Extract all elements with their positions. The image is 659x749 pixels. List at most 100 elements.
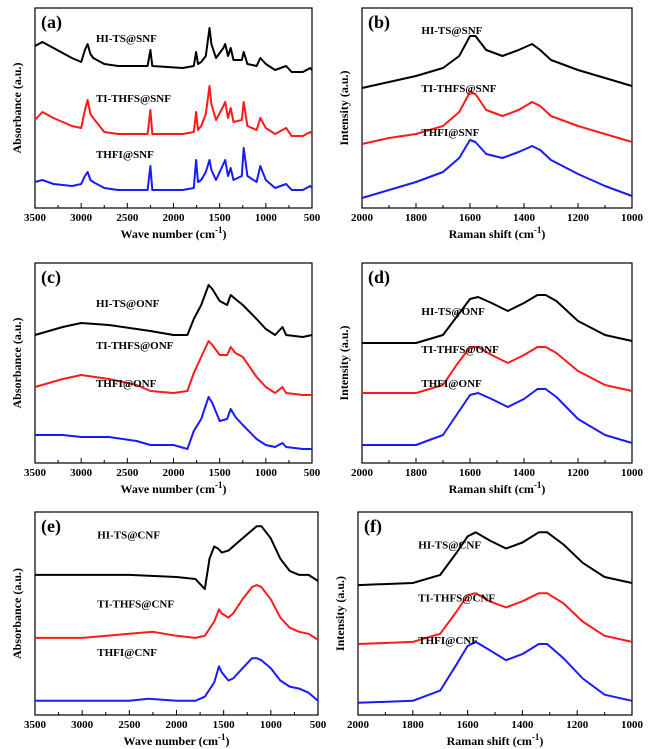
series-label-hi-ts-onf: HI-TS@ONF <box>421 306 485 318</box>
x-tick-label: 1600 <box>459 212 482 224</box>
x-tick-label: 1800 <box>405 212 428 224</box>
series-label-ti-thfs-onf: TI-THFS@ONF <box>421 344 499 356</box>
x-axis-unit: (cm <box>196 482 215 496</box>
x-axis-unit-close: ) <box>222 227 226 241</box>
series-label-thfi-cnf: THFI@CNF <box>97 647 157 659</box>
x-tick-label: 1200 <box>567 212 590 224</box>
y-axis-label: Absorbance (a.u.) <box>10 62 24 153</box>
x-tick-label: 1200 <box>566 719 589 731</box>
x-axis-unit-exponent: -1 <box>532 732 540 742</box>
series-label-ti-thfs-snf: TI-THFS@SNF <box>96 93 171 105</box>
y-axis-label: Intensity (a.u.) <box>337 325 351 400</box>
x-tick-label: 2000 <box>163 467 186 479</box>
panel-label: (c) <box>41 267 61 288</box>
panel-label: (d) <box>368 267 390 288</box>
x-axis-label-text: Wave number <box>121 227 196 241</box>
x-axis-label-text: Raman shift <box>449 227 515 241</box>
y-axis-label: Absorbance (a.u.) <box>10 317 24 408</box>
series-label-ti-thfs-cnf: TI-THFS@CNF <box>97 598 174 610</box>
x-tick-label: 2000 <box>163 212 186 224</box>
series-line-ti-thfs-snf <box>361 91 633 145</box>
x-tick-label: 1200 <box>567 467 590 479</box>
x-axis-unit: (cm <box>199 734 218 748</box>
x-tick-label: 1000 <box>621 719 644 731</box>
x-axis-label: Wave number (cm-1) <box>121 225 227 241</box>
series-line-ti-thfs-cnf <box>35 584 319 641</box>
x-axis-unit-exponent: -1 <box>215 225 223 235</box>
panel-f: 2000 1800 1600 1400 1200 1000 Raman shift (cm-… <box>333 511 644 748</box>
plot-frame <box>34 511 319 716</box>
series-label-thfi-snf: THFI@SNF <box>96 149 154 161</box>
x-axis-label: Raman shift (cm-1) <box>447 732 544 748</box>
x-tick-label: 2500 <box>116 467 139 479</box>
x-tick-label: 1600 <box>459 467 482 479</box>
series-label-thfi-cnf: THFI@CNF <box>418 635 478 647</box>
x-tick-label: 1600 <box>457 719 480 731</box>
x-tick-label: 1000 <box>255 467 278 479</box>
series-line-thfi-snf <box>361 139 633 199</box>
series-line-hi-ts-snf <box>361 35 633 89</box>
y-axis-label: Intensity (a.u.) <box>333 576 347 651</box>
x-tick-label: 1400 <box>513 212 536 224</box>
x-axis-unit-close: ) <box>541 482 545 496</box>
x-axis-unit-exponent: -1 <box>218 732 226 742</box>
x-axis-unit: (cm <box>513 734 532 748</box>
x-tick-label: 2000 <box>351 467 374 479</box>
plot-frame <box>361 262 633 464</box>
x-tick-label: 500 <box>304 212 321 224</box>
x-axis-label: Wave number (cm-1) <box>124 732 230 748</box>
x-tick-label: 3000 <box>71 719 94 731</box>
panel-a: 3500 3000 2500 2000 1500 1000 500 Wave number (… <box>10 7 321 241</box>
x-axis-unit-close: ) <box>539 734 543 748</box>
series-label-hi-ts-snf: HI-TS@SNF <box>421 25 482 37</box>
plot-frame <box>34 262 313 464</box>
series-line-thfi-cnf <box>357 640 633 704</box>
panel-label: (e) <box>41 516 61 537</box>
x-tick-label: 2000 <box>347 719 370 731</box>
x-tick-label: 500 <box>310 719 327 731</box>
x-tick-label: 3500 <box>24 212 47 224</box>
series-line-ti-thfs-onf <box>362 346 633 394</box>
x-tick-label: 1000 <box>621 212 644 224</box>
panel-d: 2000 1800 1600 1400 1200 1000 Raman shift (cm-… <box>337 262 644 496</box>
x-tick-label: 1800 <box>402 719 425 731</box>
x-tick-label: 2000 <box>166 719 189 731</box>
panel-label: (a) <box>41 12 62 33</box>
x-tick-label: 3000 <box>70 467 93 479</box>
series-line-hi-ts-onf <box>362 294 633 344</box>
series-label-thfi-snf: THFI@SNF <box>421 127 479 139</box>
x-tick-label: 1400 <box>511 719 534 731</box>
series-label-hi-ts-cnf: HI-TS@CNF <box>97 529 160 541</box>
x-tick-label: 1500 <box>209 212 232 224</box>
y-axis-label: Absorbance (a.u.) <box>10 568 24 659</box>
series-label-ti-thfs-snf: TI-THFS@SNF <box>421 83 496 95</box>
x-tick-label: 1000 <box>255 212 278 224</box>
x-tick-label: 1800 <box>405 467 428 479</box>
x-axis-unit-exponent: -1 <box>534 225 542 235</box>
x-tick-label: 500 <box>304 467 321 479</box>
x-tick-label: 3500 <box>24 719 47 731</box>
series-label-hi-ts-snf: HI-TS@SNF <box>96 33 157 45</box>
x-axis-unit: (cm <box>196 227 215 241</box>
x-axis-label: Wave number (cm-1) <box>121 480 227 496</box>
series-label-thfi-onf: THFI@ONF <box>421 378 482 390</box>
x-tick-label: 3000 <box>70 212 93 224</box>
series-line-ti-thfs-snf <box>34 85 313 137</box>
series-line-thfi-onf <box>362 388 633 446</box>
y-axis-label: Intensity (a.u.) <box>337 70 351 145</box>
x-tick-label: 2000 <box>351 212 374 224</box>
x-axis-unit: (cm <box>515 227 534 241</box>
panel-c: 3500 3000 2500 2000 1500 1000 500 Wave number (… <box>10 262 321 496</box>
x-axis-unit-close: ) <box>225 734 229 748</box>
x-axis-label-text: Raman shift <box>447 734 513 748</box>
series-label-ti-thfs-cnf: TI-THFS@CNF <box>418 592 495 604</box>
series-line-thfi-snf <box>34 147 313 191</box>
x-tick-label: 2500 <box>118 719 141 731</box>
plot-frame <box>34 7 313 209</box>
plot-frame <box>361 7 633 209</box>
series-line-ti-thfs-onf <box>34 340 312 396</box>
series-label-hi-ts-onf: HI-TS@ONF <box>96 298 160 310</box>
panel-label: (b) <box>368 12 390 33</box>
series-line-hi-ts-snf <box>34 27 313 73</box>
